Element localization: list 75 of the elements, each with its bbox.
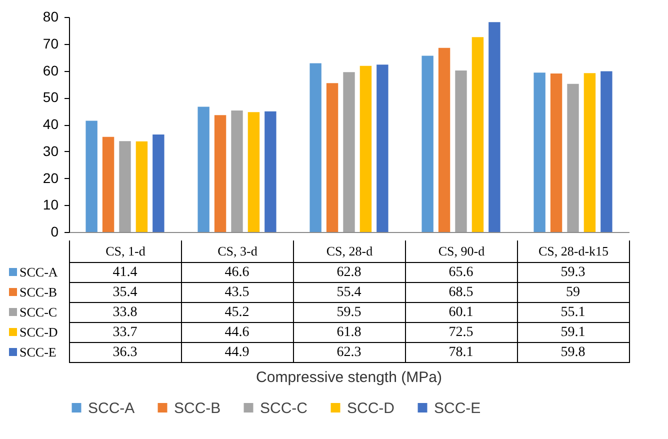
data-label: 61.8 <box>336 325 362 340</box>
bar <box>550 73 562 232</box>
legend-label: SCC-C <box>20 304 58 320</box>
y-tick-label: 70 <box>42 35 59 52</box>
bar <box>119 141 131 232</box>
y-tick-label: 0 <box>50 224 59 240</box>
data-label: 59.5 <box>336 305 362 320</box>
data-label: 59.8 <box>560 345 586 360</box>
legend-label: SCC-E <box>20 344 56 360</box>
data-label: 33.8 <box>112 305 138 320</box>
legend-label: SCC-A <box>20 264 58 280</box>
data-label: 62.8 <box>336 265 362 280</box>
bar <box>422 56 434 232</box>
bar <box>534 72 546 232</box>
data-label: 36.3 <box>112 345 138 360</box>
text: Compressive stength (MPa) <box>256 369 442 386</box>
data-label: 72.5 <box>448 325 474 340</box>
data-label: 62.3 <box>336 345 362 360</box>
data-label: 46.6 <box>224 265 250 280</box>
bar <box>455 70 467 232</box>
bar <box>198 106 210 232</box>
data-label: 68.5 <box>448 285 474 300</box>
bar <box>264 111 276 232</box>
bar <box>584 73 596 232</box>
y-tick-label: 30 <box>42 142 59 159</box>
bar <box>214 115 226 232</box>
bar <box>438 48 450 232</box>
text: SCC-E <box>434 400 481 417</box>
bar <box>472 37 484 232</box>
data-label: 55.4 <box>336 285 362 300</box>
bar <box>86 120 98 232</box>
legend-label: SCC-B <box>20 284 58 300</box>
x-tick-label: CS, 28-d <box>326 244 374 258</box>
y-tick-label: 80 <box>42 8 59 24</box>
text: SCC-B <box>174 400 221 417</box>
data-label: 60.1 <box>448 305 474 320</box>
data-label: 44.9 <box>224 345 250 360</box>
data-label: 45.2 <box>224 305 250 320</box>
legend-label: SCC-D <box>20 324 58 340</box>
bar <box>567 84 579 232</box>
data-label: 78.1 <box>448 345 474 360</box>
y-tick-label: 60 <box>42 62 59 78</box>
text: SCC-D <box>347 400 394 417</box>
data-label: 55.1 <box>560 305 586 320</box>
bar <box>231 110 243 232</box>
data-label: 33.7 <box>112 325 138 340</box>
data-label: 59.1 <box>560 325 586 340</box>
y-tick-label: 40 <box>42 116 59 132</box>
text: SCC-A <box>88 400 135 417</box>
x-tick-label: CS, 3-d <box>218 244 258 258</box>
y-tick-label: 50 <box>42 89 59 106</box>
bar <box>248 112 260 232</box>
bar <box>376 64 388 232</box>
data-label: 65.6 <box>448 265 474 280</box>
bar <box>600 71 612 232</box>
x-tick-label: CS, 90-d <box>438 244 486 258</box>
bar <box>488 22 500 232</box>
y-tick-label: 10 <box>42 196 59 213</box>
data-label: 59 <box>566 285 580 300</box>
data-label: 59.3 <box>560 265 586 280</box>
data-label: 35.4 <box>112 285 138 300</box>
bar <box>102 136 114 232</box>
bar <box>360 66 372 232</box>
data-label: 43.5 <box>224 285 250 300</box>
y-tick-label: 20 <box>42 170 59 186</box>
x-tick-label: CS, 28-d-k15 <box>538 244 609 258</box>
bar <box>152 134 164 232</box>
data-label: 44.6 <box>224 325 250 340</box>
text: SCC-C <box>260 400 308 417</box>
data-label: 41.4 <box>112 265 138 280</box>
bar <box>326 83 338 232</box>
x-tick-label: CS, 1-d <box>106 244 146 258</box>
bar <box>136 141 148 232</box>
bar <box>310 63 322 232</box>
bar <box>343 72 355 232</box>
